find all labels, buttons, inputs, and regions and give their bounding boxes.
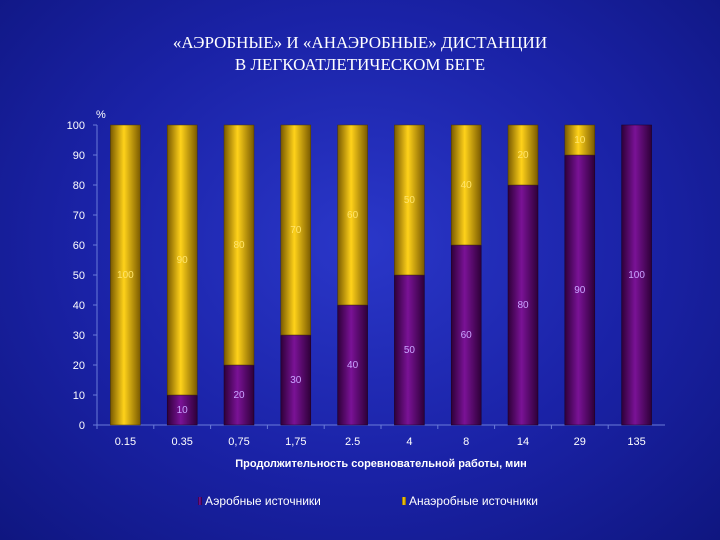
data-label-anaerobic: 40	[461, 180, 473, 191]
data-label-aerobic: 40	[347, 360, 359, 371]
data-label-aerobic: 60	[461, 330, 473, 341]
data-label-aerobic: 90	[574, 285, 586, 296]
x-tick-label: 0,75	[228, 436, 249, 448]
bar-anaerobic	[507, 124, 539, 186]
x-tick-label: 14	[517, 436, 529, 448]
y-tick-label: 70	[73, 210, 85, 222]
bar-anaerobic	[280, 124, 312, 336]
x-tick-label: 0.15	[115, 436, 136, 448]
x-tick-label: 1,75	[285, 436, 306, 448]
y-tick-label: 50	[73, 270, 85, 282]
y-tick-label: 40	[73, 300, 85, 312]
data-label-anaerobic: 60	[347, 210, 359, 221]
y-axis-unit-label: %	[96, 109, 106, 121]
data-label-anaerobic: 10	[574, 135, 586, 146]
data-label-anaerobic: 100	[117, 270, 134, 281]
bar-aerobic	[166, 394, 198, 426]
slide-title-line1: «АЭРОБНЫЕ» И «АНАЭРОБНЫЕ» ДИСТАНЦИИ	[172, 33, 548, 52]
x-tick-label: 0.35	[171, 436, 192, 448]
bar-anaerobic	[450, 124, 482, 246]
legend-swatch-anaerobic	[402, 497, 406, 505]
legend: Аэробные источники Анаэробные источники	[198, 494, 538, 508]
x-tick-label: 2.5	[345, 436, 360, 448]
y-tick-label: 0	[79, 420, 85, 432]
bar-aerobic	[564, 154, 596, 426]
y-tick-label: 80	[73, 180, 85, 192]
bar-aerobic	[621, 124, 652, 426]
y-tick-label: 20	[73, 360, 85, 372]
y-tick-label: 100	[67, 120, 85, 132]
data-label-anaerobic: 20	[517, 150, 529, 161]
bar-aerobic	[507, 184, 539, 426]
bar-anaerobic	[223, 124, 255, 366]
bar-anaerobic	[166, 124, 198, 396]
slide-title-line2: В ЛЕГКОАТЛЕТИЧЕСКОМ БЕГЕ	[234, 55, 486, 74]
data-label-anaerobic: 50	[404, 195, 416, 206]
x-tick-label: 4	[406, 436, 412, 448]
data-label-anaerobic: 90	[177, 255, 189, 266]
y-tick-label: 60	[73, 240, 85, 252]
data-label-anaerobic: 70	[290, 225, 302, 236]
x-tick-label: 135	[627, 436, 645, 448]
y-tick-label: 90	[73, 150, 85, 162]
bar-anaerobic	[564, 124, 596, 156]
legend-label-aerobic: Аэробные источники	[205, 494, 321, 508]
data-label-aerobic: 100	[628, 270, 645, 281]
data-label-aerobic: 10	[177, 405, 189, 416]
legend-label-anaerobic: Анаэробные источники	[409, 494, 538, 508]
bar-anaerobic	[337, 124, 368, 306]
legend-swatch-aerobic	[198, 497, 202, 505]
y-tick-label: 10	[73, 390, 85, 402]
x-tick-label: 8	[463, 436, 469, 448]
data-label-aerobic: 20	[233, 390, 245, 401]
bar-aerobic	[223, 364, 255, 426]
data-label-aerobic: 80	[517, 300, 529, 311]
x-axis-title: Продолжительность соревновательной работ…	[235, 458, 526, 470]
bar-anaerobic	[394, 124, 425, 276]
bar-anaerobic	[110, 124, 141, 426]
data-label-anaerobic: 80	[233, 240, 245, 251]
data-label-aerobic: 50	[404, 345, 416, 356]
bar-aerobic	[280, 334, 312, 426]
y-tick-label: 30	[73, 330, 85, 342]
x-tick-label: 29	[574, 436, 586, 448]
bar-aerobic	[394, 274, 425, 426]
bar-aerobic	[450, 244, 482, 426]
data-label-aerobic: 30	[290, 375, 302, 386]
bar-aerobic	[337, 304, 368, 426]
